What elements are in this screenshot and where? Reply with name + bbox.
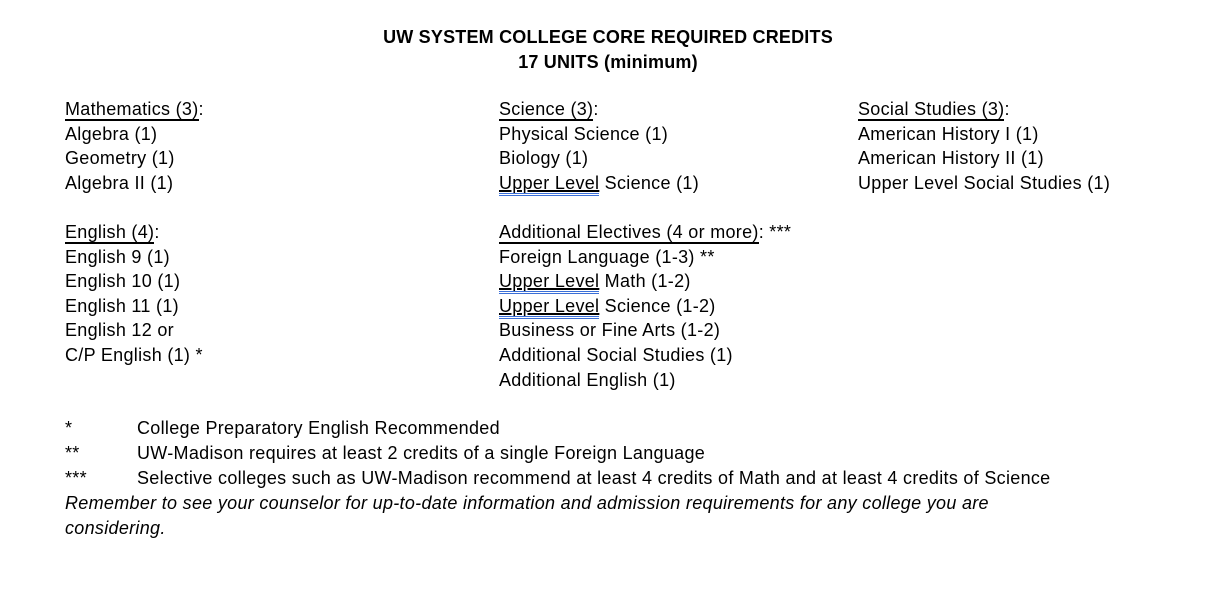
course-item: English 12 or bbox=[65, 320, 174, 341]
course-item: English 9 (1) bbox=[65, 246, 170, 267]
heading-underlined-text: Social Studies (3) bbox=[858, 99, 1005, 121]
course-item: Upper Level Social Studies (1) bbox=[858, 172, 1111, 193]
section-heading-mathematics: Mathematics (3): bbox=[65, 97, 485, 122]
course-item: Physical Science (1) bbox=[499, 123, 669, 144]
course-item: English 10 (1) bbox=[65, 271, 181, 292]
heading-suffix: : bbox=[1004, 99, 1010, 119]
title-line-1: UW SYSTEM COLLEGE CORE REQUIRED CREDITS bbox=[383, 27, 833, 47]
footnotes-block: * College Preparatory English Recommende… bbox=[65, 416, 1160, 541]
footnote-row: * College Preparatory English Recommende… bbox=[65, 416, 1160, 441]
column-mathematics-english: Mathematics (3): Algebra (1) Geometry (1… bbox=[65, 97, 485, 368]
grammar-flagged-text: Upper Level bbox=[499, 271, 600, 295]
column-social-studies: Social Studies (3): American History I (… bbox=[858, 97, 1208, 195]
counselor-note: Remember to see your counselor for up-to… bbox=[65, 493, 989, 538]
section-additional-electives: Additional Electives (4 or more): *** Fo… bbox=[499, 220, 849, 392]
course-item: Additional English (1) bbox=[499, 369, 676, 390]
heading-suffix: : bbox=[154, 221, 160, 242]
course-item: Additional Social Studies (1) bbox=[499, 344, 733, 365]
course-item: Upper Level Science (1) bbox=[499, 171, 849, 196]
footnote-marker: ** bbox=[65, 443, 80, 463]
course-item: Upper Level Science (1-2) bbox=[499, 294, 849, 319]
heading-suffix: : bbox=[198, 99, 204, 119]
heading-underlined-text: Science (3) bbox=[499, 99, 594, 121]
footnote-marker: * bbox=[65, 418, 73, 438]
course-item: C/P English (1) * bbox=[65, 344, 203, 365]
grammar-flagged-text: Upper Level bbox=[499, 172, 600, 196]
course-item: Geometry (1) bbox=[65, 148, 175, 169]
section-social-studies: Social Studies (3): American History I (… bbox=[858, 97, 1208, 195]
grammar-flagged-text: Upper Level bbox=[499, 295, 600, 319]
course-item: Foreign Language (1-3) ** bbox=[499, 246, 715, 267]
course-item-rest: Math (1-2) bbox=[599, 271, 691, 292]
footnote-text: UW-Madison requires at least 2 credits o… bbox=[137, 443, 706, 463]
title-line-2: 17 UNITS (minimum) bbox=[518, 51, 698, 72]
course-item: Biology (1) bbox=[499, 148, 589, 169]
footnote-text: College Preparatory English Recommended bbox=[137, 418, 500, 438]
heading-suffix: : *** bbox=[758, 221, 792, 242]
heading-underlined-text: Additional Electives (4 or more) bbox=[499, 221, 759, 244]
heading-suffix: : bbox=[593, 99, 599, 119]
course-item: American History I (1) bbox=[858, 123, 1039, 144]
course-item: Algebra II (1) bbox=[65, 172, 174, 193]
footnote-row: *** Selective colleges such as UW-Madiso… bbox=[65, 466, 1160, 491]
course-item: American History II (1) bbox=[858, 148, 1044, 169]
course-item: Business or Fine Arts (1-2) bbox=[499, 320, 721, 341]
section-mathematics: Mathematics (3): Algebra (1) Geometry (1… bbox=[65, 97, 485, 195]
section-heading-science: Science (3): bbox=[499, 97, 849, 122]
course-item: English 11 (1) bbox=[65, 295, 179, 316]
section-heading-additional-electives: Additional Electives (4 or more): *** bbox=[499, 220, 849, 245]
course-item-rest: Science (1) bbox=[599, 172, 699, 193]
document-title: UW SYSTEM COLLEGE CORE REQUIRED CREDITS … bbox=[0, 25, 1216, 74]
section-english: English (4): English 9 (1) English 10 (1… bbox=[65, 220, 485, 368]
course-item-rest: Science (1-2) bbox=[599, 295, 716, 316]
column-science-electives: Science (3): Physical Science (1) Biolog… bbox=[499, 97, 849, 392]
heading-underlined-text: Mathematics (3) bbox=[65, 99, 199, 121]
course-item: Upper Level Math (1-2) bbox=[499, 269, 849, 295]
footnote-marker: *** bbox=[65, 468, 87, 488]
course-item: Algebra (1) bbox=[65, 123, 158, 144]
footnote-text: Selective colleges such as UW-Madison re… bbox=[137, 468, 1051, 488]
section-heading-english: English (4): bbox=[65, 220, 485, 245]
section-science: Science (3): Physical Science (1) Biolog… bbox=[499, 97, 849, 196]
section-heading-social-studies: Social Studies (3): bbox=[858, 97, 1208, 122]
footnote-row: ** UW-Madison requires at least 2 credit… bbox=[65, 441, 1160, 466]
heading-underlined-text: English (4) bbox=[65, 221, 155, 244]
